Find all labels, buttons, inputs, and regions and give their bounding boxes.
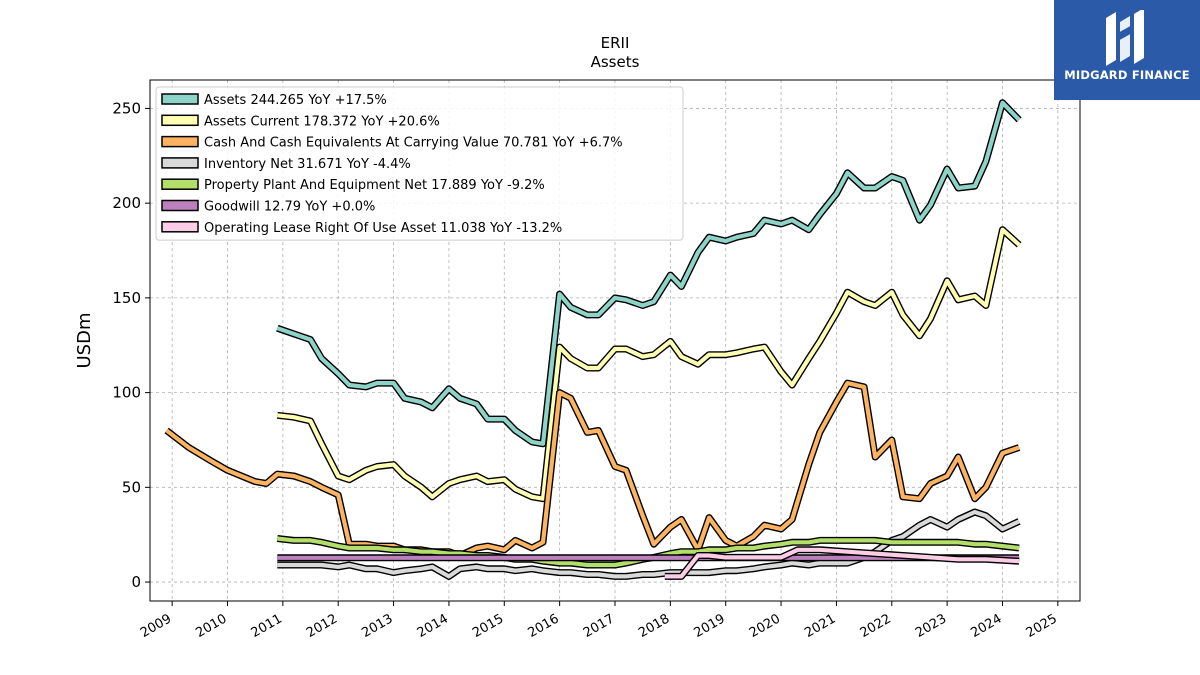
x-tick-label: 2018	[636, 611, 672, 641]
series-outline-cash-and-cash-equivalents-at-carrying-value	[164, 379, 1021, 559]
legend-swatch	[161, 114, 199, 127]
x-tick-label: 2024	[968, 611, 1004, 641]
x-tick-label: 2014	[415, 611, 451, 641]
x-tick-label: 2017	[581, 611, 617, 641]
series-outline-assets-current	[276, 226, 1022, 503]
legend-swatch	[161, 135, 199, 148]
legend-label: Assets 244.265 YoY +17.5%	[204, 93, 387, 108]
x-tick-label: 2012	[304, 611, 340, 641]
x-tick-label: 2011	[249, 611, 285, 641]
y-tick-label: 250	[112, 99, 141, 117]
legend-label: Property Plant And Equipment Net 17.889 …	[204, 178, 545, 193]
y-tick-label: 150	[112, 289, 141, 307]
chart-title: ERII	[601, 34, 630, 52]
legend-swatch	[161, 178, 199, 190]
series-line-assets-current	[277, 227, 1021, 501]
y-tick-label: 50	[122, 478, 141, 496]
x-tick-label: 2009	[138, 611, 174, 641]
logo-text: MIDGARD FINANCE	[1064, 68, 1190, 82]
x-tick-label: 2021	[802, 611, 838, 641]
brand-logo: MIDGARD FINANCE	[1054, 0, 1200, 100]
legend-label: Inventory Net 31.671 YoY -4.4%	[204, 157, 411, 172]
legend-swatch	[161, 93, 199, 105]
x-tick-label: 2015	[470, 611, 506, 641]
y-tick-label: 0	[131, 573, 141, 591]
x-tick-label: 2020	[747, 611, 783, 641]
x-tick-label: 2023	[913, 611, 949, 641]
chart-subtitle: Assets	[591, 53, 640, 71]
legend-box	[155, 86, 684, 241]
y-axis-label: USDm	[74, 313, 95, 369]
x-tick-label: 2019	[692, 611, 728, 641]
plot-area: 0 50 100 150 200 250 2009 2010 2011 2012 2013 2014 2…	[74, 79, 1081, 641]
legend-label: Goodwill 12.79 YoY +0.0%	[204, 200, 375, 215]
legend-swatch	[161, 221, 199, 233]
midgard-logo-icon	[1106, 10, 1144, 66]
legend-label: Cash And Cash Equivalents At Carrying Va…	[204, 136, 623, 151]
x-tick-label: 2022	[858, 611, 894, 641]
x-tick-label: 2025	[1024, 611, 1060, 641]
series-line-cash-and-cash-equivalents-at-carrying-value	[165, 381, 1020, 558]
y-tick-label: 200	[112, 194, 141, 212]
legend-swatch	[161, 157, 199, 169]
y-tick-label: 100	[112, 384, 141, 402]
legend-label: Assets Current 178.372 YoY +20.6%	[204, 114, 440, 129]
x-tick-label: 2010	[193, 611, 229, 641]
legend-label: Operating Lease Right Of Use Asset 11.03…	[204, 221, 562, 236]
legend: Assets 244.265 YoY +17.5% Assets Current …	[155, 86, 684, 241]
series-line-operating-lease-right-of-use-asset	[664, 547, 1020, 579]
legend-swatch	[161, 199, 199, 212]
series-line-assets	[276, 100, 1021, 446]
x-tick-label: 2016	[525, 611, 561, 641]
x-tick-label: 2013	[359, 611, 395, 641]
